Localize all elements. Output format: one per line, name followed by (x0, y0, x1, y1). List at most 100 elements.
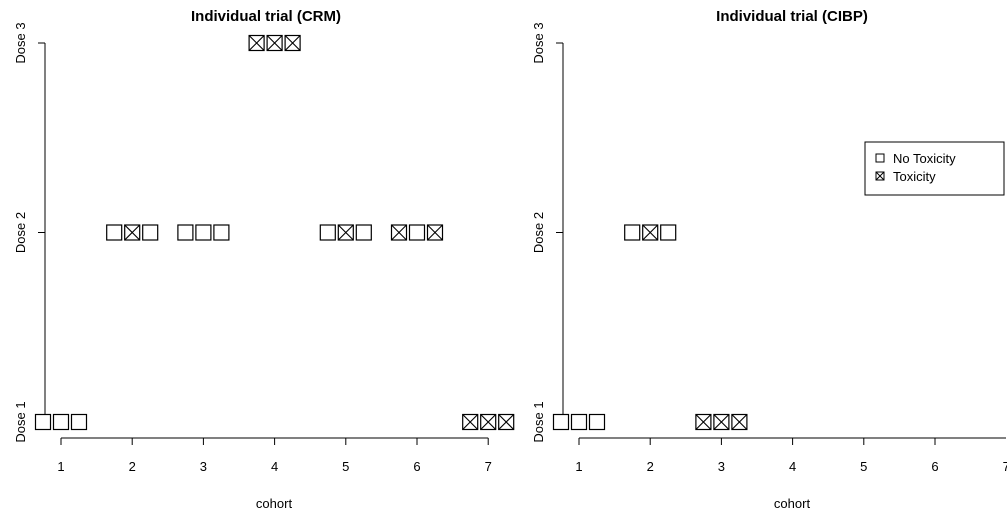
box-outline (355, 224, 372, 241)
no-toxicity-marker (34, 413, 52, 431)
x-tick-label: 3 (200, 459, 207, 474)
box-cross-line (642, 224, 659, 241)
legend-label: Toxicity (893, 169, 936, 184)
x-tick-label: 4 (271, 459, 278, 474)
x-tick-label: 2 (129, 459, 136, 474)
x-tick-label: 6 (931, 459, 938, 474)
box-outline (52, 413, 70, 431)
y-tick-label: Dose 2 (531, 212, 546, 253)
cohort-marker-group (177, 224, 230, 241)
cohort-marker-group (248, 34, 301, 52)
box-outline (660, 224, 677, 241)
toxicity-marker (124, 224, 141, 241)
toxicity-marker (642, 224, 659, 241)
x-axis-label: cohort (256, 496, 293, 511)
no-toxicity-marker (408, 224, 426, 241)
box-outline (195, 224, 212, 241)
toxicity-marker (695, 413, 712, 431)
box-cross-line (462, 414, 479, 430)
chart-title: Individual trial (CIBP) (716, 8, 868, 25)
x-tick-label: 3 (718, 459, 725, 474)
box-cross-line (124, 224, 141, 241)
cohort-marker-group (319, 224, 372, 241)
toxicity-marker (390, 224, 408, 241)
box-cross-line (248, 35, 265, 51)
toxicity-marker (248, 34, 265, 52)
chart-title: Individual trial (CRM) (191, 8, 341, 25)
no-toxicity-marker (624, 224, 641, 241)
y-tick-label: Dose 2 (13, 212, 28, 253)
toxicity-marker (731, 413, 748, 431)
no-toxicity-marker (319, 224, 336, 241)
x-tick-label: 1 (57, 459, 64, 474)
toxicity-marker (462, 413, 479, 431)
no-toxicity-marker (52, 413, 70, 431)
cohort-marker-group (34, 413, 88, 431)
x-axis-label: cohort (774, 496, 811, 511)
x-tick-label: 4 (789, 459, 796, 474)
no-toxicity-marker (552, 413, 570, 431)
box-outline (624, 224, 641, 241)
legend: No Toxicity Toxicity (864, 141, 1005, 196)
chart-panel-1: Individual trial (CRM) Dose 1 Dose 2 Dose 3… (13, 8, 515, 511)
no-toxicity-marker (355, 224, 372, 241)
box-outline (319, 224, 336, 241)
no-toxicity-marker (70, 413, 88, 431)
no-toxicity-marker (195, 224, 212, 241)
box-outline (142, 224, 159, 241)
x-tick-label: 2 (647, 459, 654, 474)
box-cross-line (266, 35, 283, 51)
y-tick-label: Dose 1 (13, 401, 28, 442)
cohort-marker-group (695, 413, 748, 431)
x-tick-label: 5 (860, 459, 867, 474)
box-cross-line (284, 35, 301, 51)
legend-box (875, 153, 885, 163)
box-cross-line (731, 414, 748, 430)
box-cross-line (713, 414, 730, 430)
box-cross-line (337, 224, 354, 241)
x-tick-label: 5 (342, 459, 349, 474)
y-tick-label: Dose 3 (13, 22, 28, 63)
x-tick-label: 1 (575, 459, 582, 474)
x-tick-label: 6 (413, 459, 420, 474)
legend-label: No Toxicity (893, 151, 956, 166)
box-outline (408, 224, 426, 241)
no-toxicity-marker (660, 224, 677, 241)
toxicity-marker (498, 413, 515, 431)
toxicity-marker (266, 34, 283, 52)
box-outline (106, 224, 123, 241)
legend-frame (864, 141, 1005, 196)
box-outline (570, 413, 588, 431)
no-toxicity-marker (142, 224, 159, 241)
box-outline (588, 413, 606, 431)
box-outline (213, 224, 230, 241)
cohort-marker-group (390, 224, 444, 241)
cohort-marker-group (462, 413, 515, 431)
box-outline (34, 413, 52, 431)
legend-toxicity-symbol (875, 171, 885, 181)
toxicity-marker (426, 224, 444, 241)
y-tick-label: Dose 3 (531, 22, 546, 63)
toxicity-marker (713, 413, 730, 431)
x-tick-label: 7 (485, 459, 492, 474)
no-toxicity-marker (213, 224, 230, 241)
cohort-marker-group (624, 224, 677, 241)
cohort-marker-group (552, 413, 606, 431)
chart-panel-2: Individual trial (CIBP) Dose 1 Dose 2 Dose … (531, 8, 1007, 511)
toxicity-marker (337, 224, 354, 241)
no-toxicity-marker (106, 224, 123, 241)
no-toxicity-marker (177, 224, 194, 241)
toxicity-marker (284, 34, 301, 52)
box-cross-line (427, 224, 443, 241)
box-cross-line (480, 414, 497, 430)
y-tick-label: Dose 1 (531, 401, 546, 442)
legend-no-toxicity-symbol (875, 153, 885, 163)
box-outline (70, 413, 88, 431)
legend-cross-line (875, 171, 885, 181)
cohort-marker-group (106, 224, 159, 241)
no-toxicity-marker (588, 413, 606, 431)
box-outline (552, 413, 570, 431)
no-toxicity-marker (570, 413, 588, 431)
box-outline (177, 224, 194, 241)
